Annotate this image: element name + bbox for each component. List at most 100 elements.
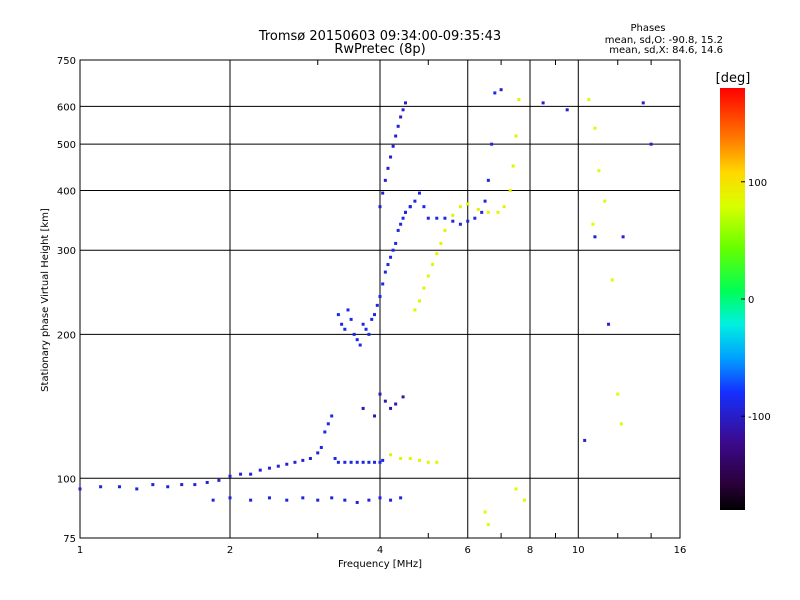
x-tick-label: 4 bbox=[377, 545, 383, 556]
data-point bbox=[383, 270, 387, 274]
data-point bbox=[383, 399, 387, 403]
data-point bbox=[486, 523, 490, 527]
data-point bbox=[326, 422, 330, 426]
data-point bbox=[593, 235, 597, 239]
data-point bbox=[435, 252, 439, 256]
x-tick-label: 2 bbox=[227, 545, 233, 556]
data-point bbox=[364, 327, 368, 331]
data-point bbox=[239, 472, 243, 476]
data-point bbox=[399, 115, 403, 119]
data-point bbox=[358, 343, 362, 347]
data-point bbox=[508, 188, 512, 192]
data-point bbox=[389, 255, 393, 259]
data-point bbox=[316, 451, 320, 455]
data-point bbox=[343, 460, 347, 464]
data-point bbox=[367, 498, 371, 502]
data-point bbox=[597, 169, 601, 173]
data-point bbox=[217, 478, 221, 482]
y-tick-label: 750 bbox=[57, 56, 76, 67]
data-point bbox=[502, 205, 506, 209]
data-point bbox=[417, 458, 421, 462]
data-point bbox=[483, 199, 487, 203]
data-point bbox=[340, 322, 344, 326]
data-point bbox=[228, 474, 232, 478]
data-point bbox=[443, 228, 447, 232]
colorbar-tick-label: 100 bbox=[748, 178, 767, 189]
data-point bbox=[417, 299, 421, 303]
data-point bbox=[355, 500, 359, 504]
data-point bbox=[343, 327, 347, 331]
data-point bbox=[476, 208, 480, 212]
data-point bbox=[378, 392, 382, 396]
data-point bbox=[151, 483, 155, 487]
data-point bbox=[352, 332, 356, 336]
data-point bbox=[117, 485, 121, 489]
data-point bbox=[396, 228, 400, 232]
data-point bbox=[486, 178, 490, 182]
data-point bbox=[267, 496, 271, 500]
data-point bbox=[346, 308, 350, 312]
data-point bbox=[610, 278, 614, 282]
data-point bbox=[435, 216, 439, 220]
data-point bbox=[193, 483, 197, 487]
stats-line-x: mean, sd,X: 84.6, 14.6 bbox=[609, 45, 723, 56]
data-point bbox=[389, 498, 393, 502]
y-tick-label: 600 bbox=[57, 102, 76, 113]
data-point bbox=[381, 282, 385, 286]
x-tick-label: 16 bbox=[674, 545, 687, 556]
data-point bbox=[541, 101, 545, 105]
data-point bbox=[641, 101, 645, 105]
data-point bbox=[413, 308, 417, 312]
data-point bbox=[381, 458, 385, 462]
data-point bbox=[426, 216, 430, 220]
data-point bbox=[403, 210, 407, 214]
data-point bbox=[499, 88, 503, 92]
data-point bbox=[367, 332, 371, 336]
data-point bbox=[319, 445, 323, 449]
data-point bbox=[78, 487, 82, 491]
data-point bbox=[490, 142, 494, 146]
data-point bbox=[180, 483, 184, 487]
data-point bbox=[399, 456, 403, 460]
data-point bbox=[408, 205, 412, 209]
data-point bbox=[417, 191, 421, 195]
stats-title: Phases bbox=[630, 23, 665, 34]
data-points bbox=[78, 88, 653, 527]
data-point bbox=[401, 108, 405, 112]
x-tick-label: 6 bbox=[465, 545, 471, 556]
data-point bbox=[603, 199, 607, 203]
data-point bbox=[349, 317, 353, 321]
data-point bbox=[228, 496, 232, 500]
data-point bbox=[367, 460, 371, 464]
data-point bbox=[391, 144, 395, 148]
data-point bbox=[267, 466, 271, 470]
data-point bbox=[480, 210, 484, 214]
data-point bbox=[649, 142, 653, 146]
x-tick-label: 10 bbox=[572, 545, 585, 556]
data-point bbox=[435, 460, 439, 464]
data-point bbox=[514, 487, 518, 491]
data-point bbox=[451, 219, 455, 223]
x-tick-label: 8 bbox=[527, 545, 533, 556]
data-point bbox=[466, 219, 470, 223]
data-point bbox=[211, 498, 215, 502]
data-point bbox=[258, 468, 262, 472]
data-point bbox=[378, 460, 382, 464]
data-point bbox=[593, 126, 597, 130]
colorbar-ticks: 100 0 -100 bbox=[741, 178, 771, 423]
data-point bbox=[431, 263, 435, 267]
data-point bbox=[285, 462, 289, 466]
data-point bbox=[249, 472, 253, 476]
data-point bbox=[308, 456, 312, 460]
y-tick-label: 75 bbox=[63, 534, 76, 545]
data-point bbox=[316, 498, 320, 502]
data-point bbox=[473, 216, 477, 220]
data-point bbox=[621, 235, 625, 239]
y-tick-label: 200 bbox=[57, 330, 76, 341]
data-point bbox=[458, 222, 462, 226]
data-point bbox=[426, 460, 430, 464]
data-point bbox=[355, 338, 359, 342]
y-tick-label: 100 bbox=[57, 474, 76, 485]
data-point bbox=[135, 487, 139, 491]
